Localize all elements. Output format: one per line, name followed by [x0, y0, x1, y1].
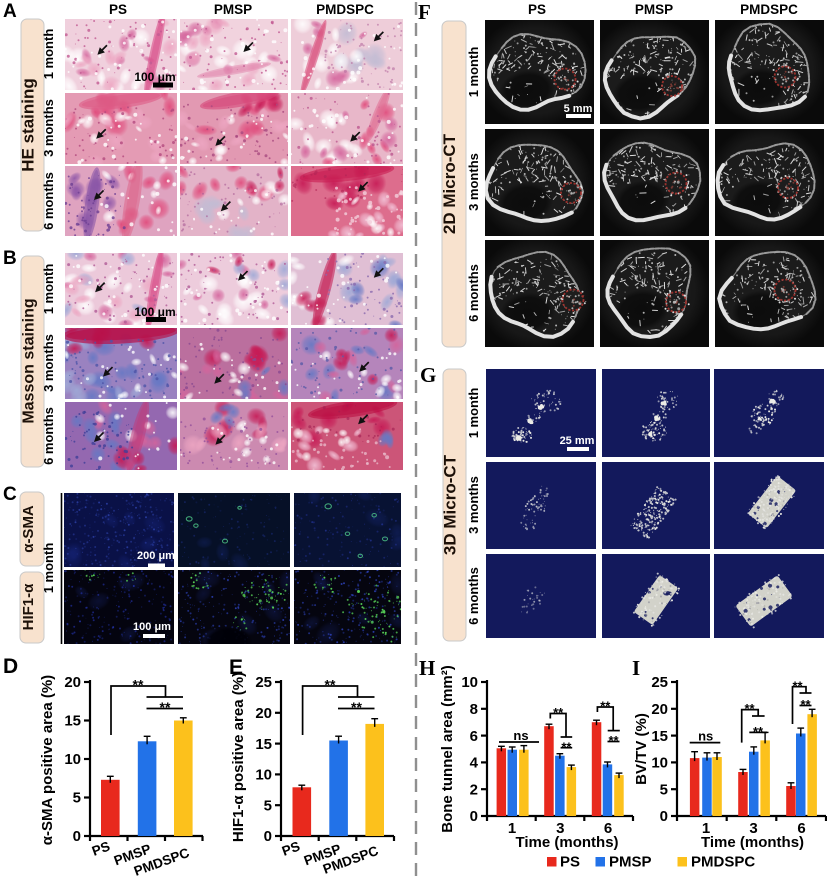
svg-text:PS: PS [109, 2, 127, 17]
svg-text:6: 6 [470, 728, 478, 745]
svg-text:α-SMA: α-SMA [20, 505, 37, 553]
svg-text:HIF1-α: HIF1-α [20, 583, 37, 631]
svg-text:8: 8 [470, 701, 478, 718]
svg-text:3 months: 3 months [41, 334, 56, 392]
svg-text:3: 3 [749, 820, 757, 837]
svg-text:**: ** [608, 733, 619, 748]
svg-text:F: F [418, 0, 431, 24]
svg-text:**: ** [744, 701, 755, 716]
svg-text:4: 4 [470, 755, 479, 772]
svg-text:**: ** [351, 699, 362, 715]
svg-text:H: H [419, 656, 435, 680]
svg-text:ns: ns [698, 729, 713, 744]
svg-text:3D Micro-CT: 3D Micro-CT [441, 454, 460, 555]
svg-text:**: ** [600, 699, 611, 714]
svg-text:100 μm: 100 μm [133, 621, 171, 633]
svg-text:Time (months): Time (months) [701, 834, 804, 851]
svg-text:2: 2 [470, 781, 478, 798]
svg-text:I: I [632, 656, 640, 680]
svg-text:25 mm: 25 mm [560, 435, 595, 447]
svg-text:6 months: 6 months [41, 407, 56, 465]
svg-text:PS: PS [90, 839, 112, 859]
svg-text:5 mm: 5 mm [564, 103, 593, 115]
svg-text:0: 0 [470, 808, 478, 825]
svg-text:3: 3 [556, 820, 564, 837]
svg-text:PMDSPC: PMDSPC [316, 2, 374, 17]
svg-text:5: 5 [73, 790, 81, 807]
svg-text:PMSP: PMSP [214, 2, 252, 17]
svg-text:1: 1 [702, 820, 710, 837]
svg-text:G: G [420, 363, 436, 387]
svg-text:6 months: 6 months [466, 567, 481, 625]
svg-text:PMDSPC: PMDSPC [691, 854, 755, 871]
svg-text:**: ** [561, 739, 572, 754]
svg-text:PMSP: PMSP [635, 2, 673, 17]
svg-text:C: C [3, 484, 17, 505]
svg-text:10: 10 [461, 674, 478, 691]
svg-text:10: 10 [651, 755, 668, 772]
svg-text:PMSP: PMSP [609, 854, 652, 871]
svg-text:A: A [3, 1, 17, 22]
svg-text:6 months: 6 months [466, 264, 481, 322]
svg-text:D: D [3, 655, 18, 678]
svg-text:0: 0 [264, 828, 272, 845]
svg-text:1 month: 1 month [466, 388, 481, 439]
svg-text:15: 15 [64, 713, 81, 730]
svg-text:20: 20 [255, 705, 272, 722]
svg-text:5: 5 [660, 781, 668, 798]
svg-text:1 month: 1 month [466, 47, 481, 98]
svg-text:**: ** [160, 699, 171, 715]
svg-text:200 μm: 200 μm [137, 550, 175, 562]
svg-text:1 month: 1 month [41, 543, 56, 594]
svg-text:20: 20 [651, 701, 668, 718]
svg-text:10: 10 [64, 751, 81, 768]
svg-text:1: 1 [508, 820, 516, 837]
svg-text:E: E [229, 656, 243, 679]
svg-text:3 months: 3 months [41, 99, 56, 157]
svg-text:100 μm: 100 μm [134, 305, 175, 319]
svg-text:HIF1-α positive area (%): HIF1-α positive area (%) [230, 672, 247, 842]
svg-text:20: 20 [64, 674, 81, 691]
svg-text:**: ** [800, 697, 811, 712]
svg-text:BV/TV (%): BV/TV (%) [633, 713, 650, 785]
svg-text:B: B [3, 248, 17, 269]
svg-text:PMDSPC: PMDSPC [740, 2, 798, 17]
svg-text:HE staining: HE staining [19, 78, 38, 172]
svg-text:5: 5 [264, 797, 272, 814]
svg-text:ns: ns [513, 728, 528, 743]
svg-text:PS: PS [560, 854, 580, 871]
svg-text:**: ** [753, 724, 764, 739]
svg-text:6: 6 [604, 820, 612, 837]
svg-text:**: ** [325, 677, 336, 693]
svg-text:PS: PS [280, 839, 302, 859]
svg-text:15: 15 [255, 736, 272, 753]
svg-text:6: 6 [797, 820, 805, 837]
svg-text:15: 15 [651, 728, 668, 745]
svg-text:**: ** [133, 677, 144, 693]
svg-text:0: 0 [660, 808, 668, 825]
svg-text:100 μm: 100 μm [134, 70, 175, 84]
svg-text:PS: PS [528, 2, 546, 17]
svg-text:10: 10 [255, 767, 272, 784]
svg-text:3 months: 3 months [466, 476, 481, 534]
svg-text:3 months: 3 months [466, 153, 481, 211]
svg-text:Masson staining: Masson staining [21, 298, 38, 423]
svg-text:25: 25 [255, 674, 272, 691]
svg-text:0: 0 [73, 828, 81, 845]
svg-text:Time (months): Time (months) [515, 834, 618, 851]
svg-text:**: ** [792, 678, 803, 693]
svg-text:25: 25 [651, 674, 668, 691]
svg-text:**: ** [553, 705, 564, 720]
svg-text:6 months: 6 months [41, 172, 56, 230]
svg-text:α-SMA positive area (%): α-SMA positive area (%) [39, 675, 56, 845]
svg-text:1 month: 1 month [41, 264, 56, 315]
svg-text:1 month: 1 month [41, 29, 56, 80]
svg-text:2D Micro-CT: 2D Micro-CT [440, 133, 459, 234]
svg-text:Bone tunnel area (mm²): Bone tunnel area (mm²) [439, 665, 456, 833]
